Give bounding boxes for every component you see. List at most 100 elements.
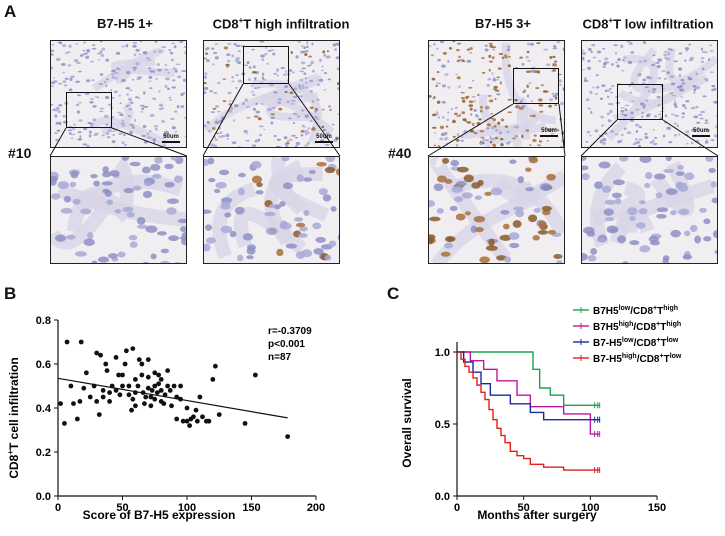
stat-r: r=-0.3709 — [268, 326, 312, 337]
scatter-point — [145, 385, 151, 391]
scatter-point — [154, 390, 160, 395]
panel-letter-c: C — [387, 284, 400, 303]
scatter-point — [94, 399, 100, 404]
y-tick-label: 0.2 — [36, 447, 51, 459]
scatter-point — [129, 407, 134, 413]
x-tick-label: 100 — [178, 502, 196, 514]
scatter-point — [117, 392, 123, 398]
scatter-point — [180, 418, 186, 424]
scatter-point — [139, 361, 145, 367]
scale-label: 50um — [541, 128, 557, 134]
y-axis-label-sup: + — [6, 450, 15, 455]
legend-label: B7-H5high/CD8+Tlow — [593, 353, 682, 365]
scatter-point — [94, 350, 100, 356]
legend-label: B7H5low/CD8+Thigh — [593, 305, 678, 317]
scatter-point — [113, 355, 119, 360]
scale-label: 50um — [316, 134, 332, 140]
y-tick-label: 0.4 — [36, 403, 52, 415]
scatter-point — [133, 403, 138, 409]
scatter-point — [98, 352, 103, 358]
scatter-point — [197, 394, 203, 400]
scatter-point — [184, 405, 190, 411]
survival-chart: 0 50 100 150 0.0 0.5 1.0 B7H5low/CD8+Thigh B7H5… — [400, 305, 682, 522]
y-tick-label: 0.8 — [36, 315, 51, 327]
x-tick-label: 50 — [116, 502, 128, 514]
scatter-chart-b7h5-vs-cd8: 0 50 100 150 200 0.0 0.2 0.4 0.6 0.8 r=-0.3709 p<… — [6, 315, 325, 522]
y-axis-label: Overall survival — [400, 378, 414, 467]
scatter-point — [71, 401, 76, 406]
stat-n: n=87 — [268, 352, 292, 363]
scatter-point — [152, 370, 158, 376]
scatter-point — [103, 361, 109, 367]
scatter-point — [191, 414, 196, 420]
scatter-point — [143, 394, 149, 400]
scatter-point — [122, 361, 128, 367]
scatter-point — [126, 383, 132, 389]
scatter-point — [77, 399, 83, 404]
x-axis-label: Score of B7-H5 expression — [83, 508, 236, 522]
header-case40-cd8: CD8+T low infiltration — [568, 16, 725, 31]
scale-label: 50um — [693, 128, 709, 134]
scale-bar-case10-cd8: 50um — [315, 134, 333, 143]
scale-bar-case40-b7h5: 50um — [540, 128, 558, 137]
header-case10-cd8-post: T high infiltration — [243, 16, 350, 32]
scatter-point — [145, 357, 151, 362]
scatter-point — [210, 377, 216, 382]
scatter-point — [64, 339, 70, 345]
scatter-point — [113, 388, 119, 393]
scatter-point — [81, 385, 87, 391]
roi-box-case40-cd8 — [617, 84, 663, 120]
scatter-point — [96, 412, 102, 417]
survival-curve — [457, 351, 600, 406]
scatter-point — [130, 396, 136, 402]
scatter-point — [142, 401, 147, 406]
legend-label: B7-H5low/CD8+Tlow — [593, 337, 679, 349]
header-case10-b7h5: B7-H5 1+ — [97, 16, 153, 31]
roi-box-case40-b7h5 — [513, 68, 559, 104]
scatter-point — [120, 372, 125, 378]
x-tick-label: 100 — [581, 502, 599, 514]
scatter-point — [252, 372, 258, 378]
x-axis-label: Months after surgery — [477, 508, 597, 522]
micrograph-case10-cd8-zoom — [203, 156, 340, 264]
y-tick-label: 0.6 — [36, 359, 51, 371]
scatter-point — [136, 357, 142, 362]
legend-item: B7-H5low/CD8+Tlow — [573, 337, 679, 349]
scatter-point — [139, 372, 145, 378]
scatter-point — [107, 390, 112, 395]
scatter-point — [78, 339, 84, 345]
header-case10-cd8-sup: + — [238, 16, 244, 25]
stat-p: p<0.001 — [268, 339, 305, 350]
panel-letter-b: B — [4, 284, 17, 303]
scatter-point — [130, 346, 136, 351]
header-case40-cd8-pre: CD8 — [582, 16, 609, 32]
scatter-point — [68, 383, 74, 389]
scatter-point — [194, 418, 200, 424]
scatter-point — [167, 388, 173, 393]
scatter-point — [169, 403, 174, 409]
scatter-point — [171, 383, 177, 389]
scatter-point — [200, 414, 205, 420]
header-case10-cd8: CD8+T high infiltration — [196, 16, 366, 31]
scatter-point — [174, 416, 180, 422]
scale-label: 50um — [163, 134, 179, 140]
scatter-point — [216, 412, 222, 417]
y-axis-label-post: T cell infiltration — [7, 357, 21, 450]
scatter-point — [152, 383, 158, 389]
y-tick-label: 1.0 — [435, 347, 450, 359]
legend-label: B7H5high/CD8+Thigh — [593, 321, 681, 333]
scatter-point — [187, 423, 192, 428]
case-label-10: #10 — [8, 145, 32, 161]
survival-curve — [457, 351, 600, 471]
x-tick-label: 50 — [518, 502, 530, 514]
scatter-point — [148, 403, 154, 409]
y-axis-label-pre: CD8 — [7, 454, 21, 478]
scale-bar-case10-b7h5: 50um — [162, 134, 180, 143]
case-label-40: #40 — [388, 145, 412, 161]
x-tick-label: 200 — [307, 502, 325, 514]
scatter-point — [161, 401, 167, 406]
scatter-point — [104, 368, 110, 373]
scatter-point — [206, 418, 212, 424]
x-tick-label: 150 — [648, 502, 666, 514]
scatter-point — [100, 394, 106, 400]
